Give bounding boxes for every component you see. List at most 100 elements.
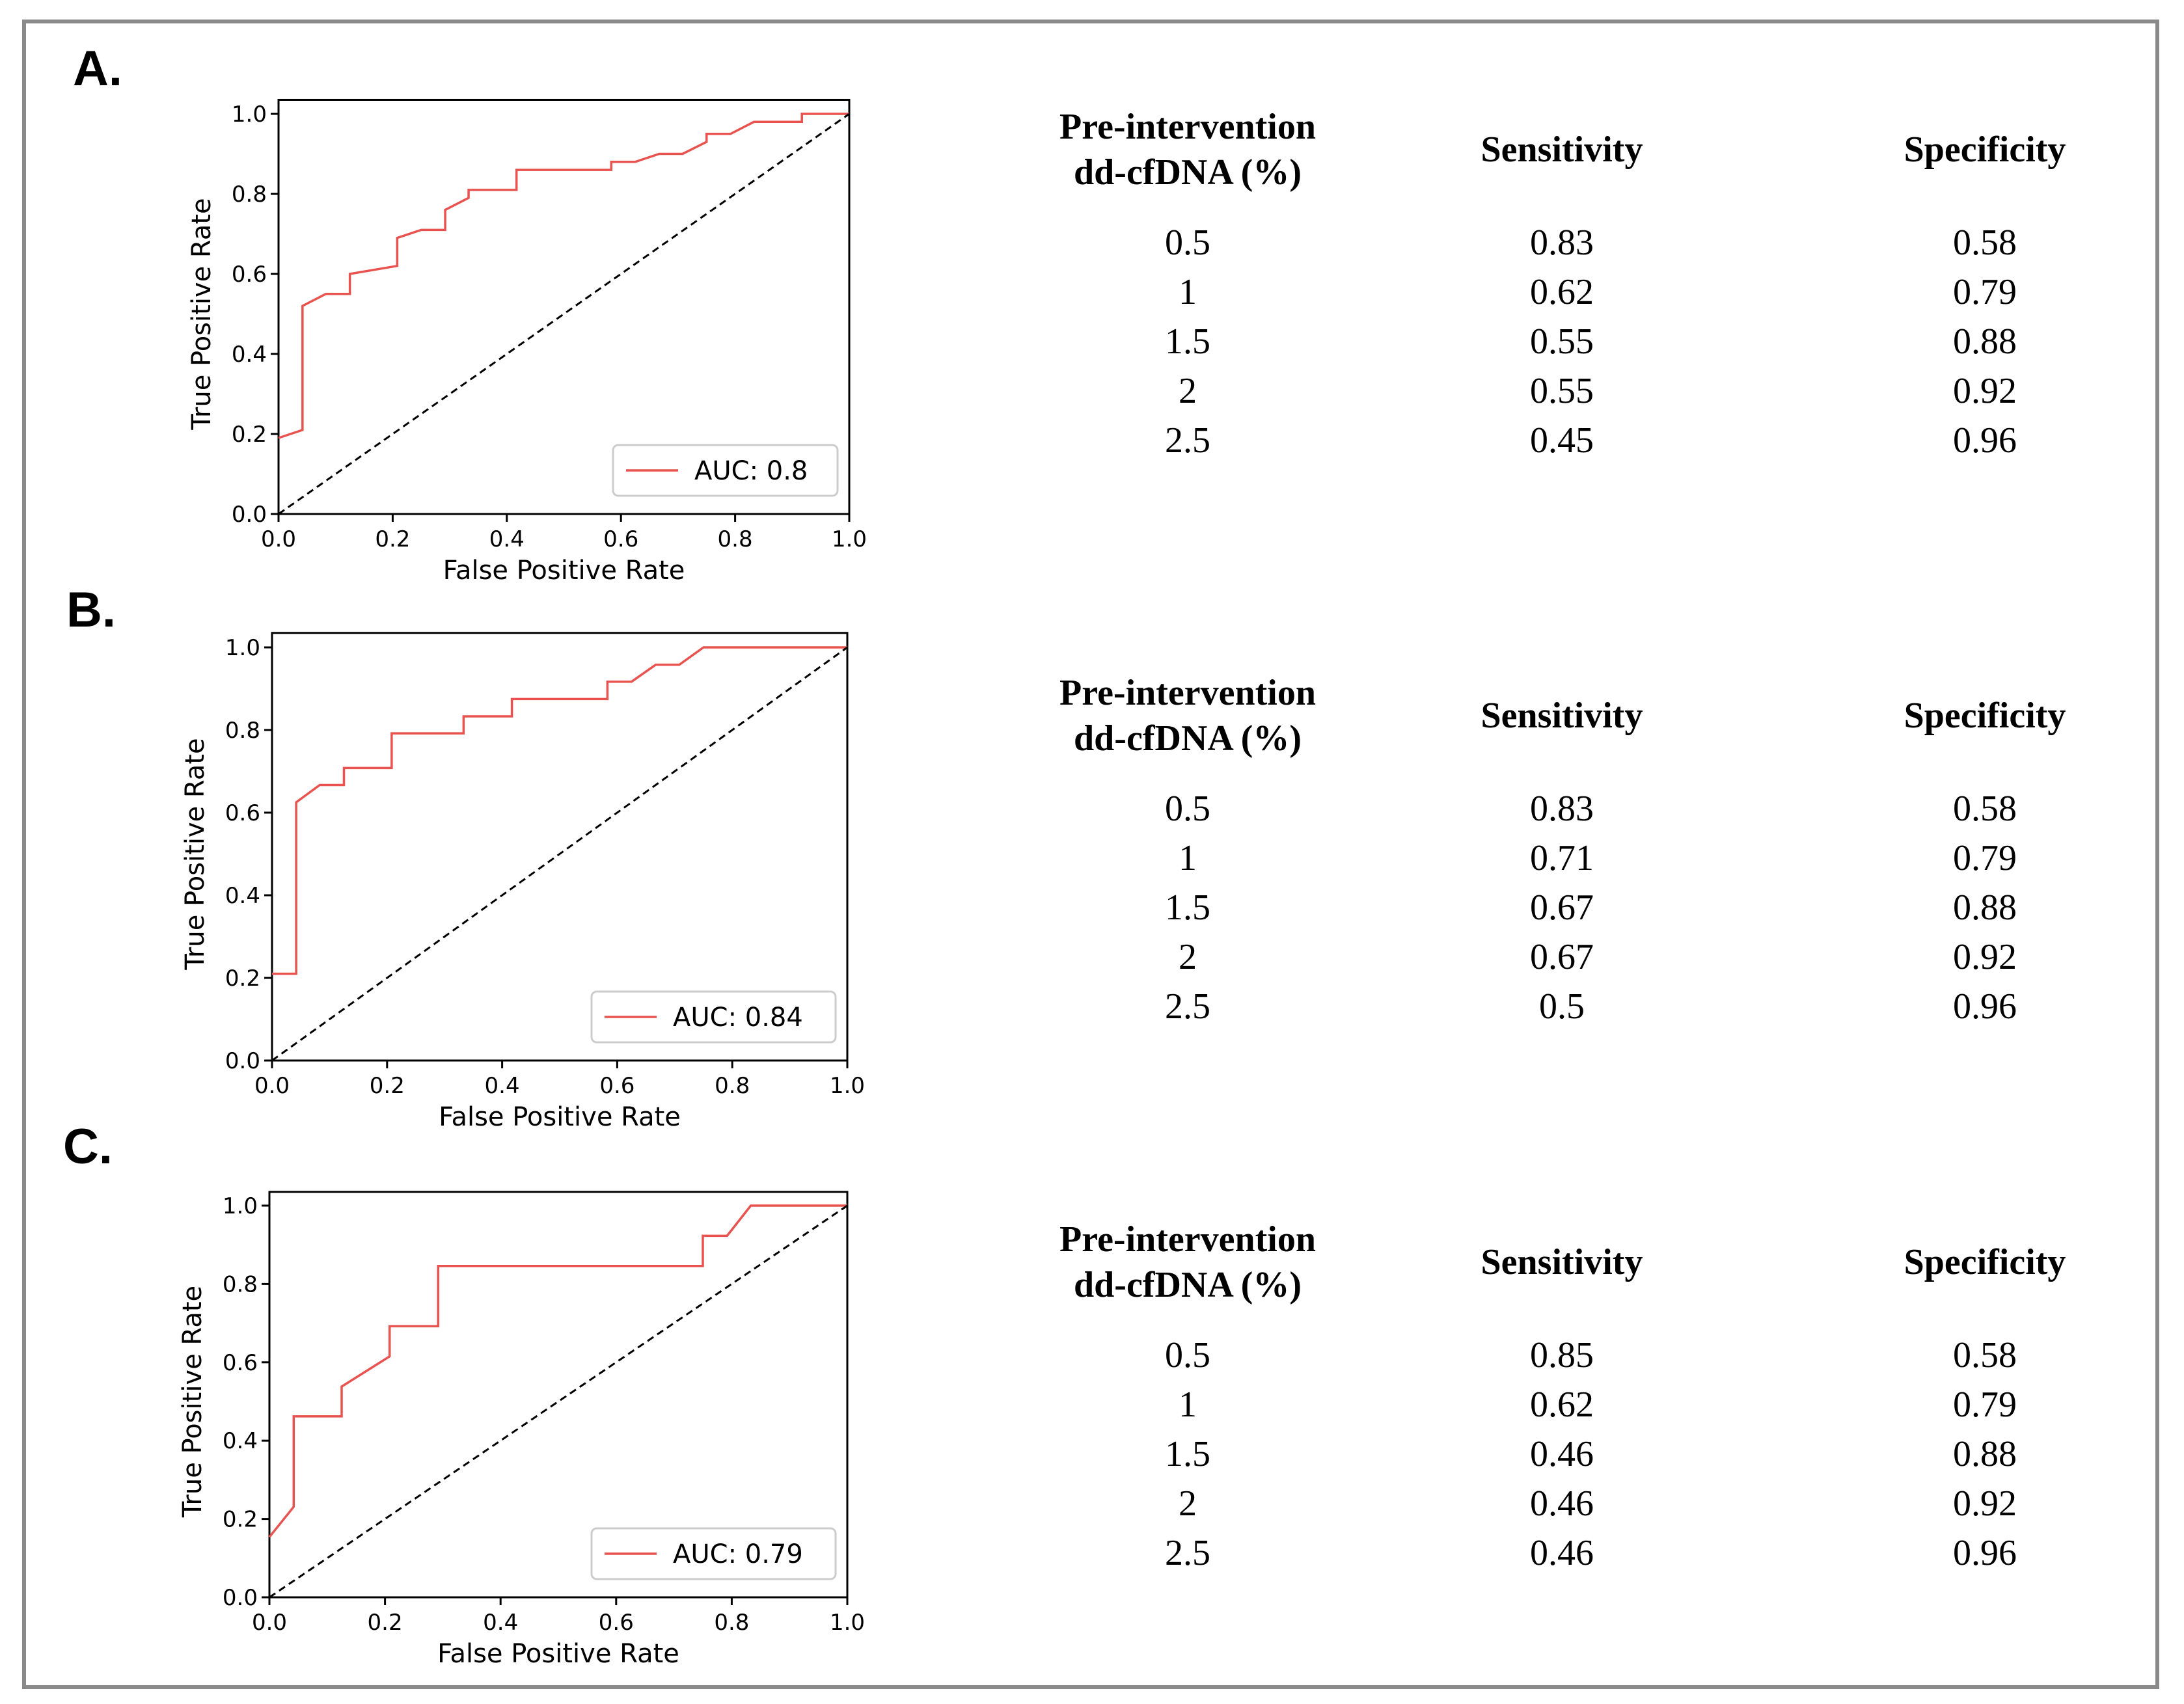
cell: 0.96: [1953, 986, 2017, 1027]
x-axis-label: False Positive Rate: [439, 1102, 681, 1132]
x-tick-label: 1.0: [830, 1610, 865, 1636]
plot-frame: [271, 632, 849, 1062]
cell: 0.5: [1165, 223, 1210, 263]
cell: 1: [1179, 1385, 1197, 1425]
legend-label: AUC: 0.79: [673, 1539, 803, 1569]
cell: 2.5: [1165, 420, 1210, 461]
legend-label: AUC: 0.84: [673, 1003, 803, 1033]
header-sensitivity: Sensitivity: [1481, 1242, 1643, 1282]
header-threshold: Pre-intervention dd-cfDNA (%): [1059, 1219, 1316, 1305]
x-tick-label: 0.2: [375, 526, 410, 552]
cell: 1.5: [1165, 887, 1210, 928]
cell: 0.96: [1953, 420, 2017, 461]
x-tick-label: 0.6: [599, 1610, 634, 1636]
y-tick-label: 0.2: [232, 422, 267, 448]
y-tick-label: 0.0: [232, 502, 267, 528]
x-axis-label: False Positive Rate: [443, 556, 685, 586]
y-tick-label: 0.4: [232, 342, 267, 368]
cell: 0.92: [1953, 371, 2017, 411]
y-tick-label: 0.6: [223, 1350, 258, 1376]
cell: 0.46: [1530, 1483, 1594, 1524]
x-tick-label: 0.0: [254, 1073, 290, 1099]
cell: 2.5: [1165, 986, 1210, 1027]
roc-curve: [278, 113, 849, 439]
y-tick-label: 0.2: [223, 1507, 258, 1533]
x-tick-label: 1.0: [830, 1073, 865, 1099]
y-tick-label: 0.8: [232, 182, 267, 208]
x-tick-label: 0.2: [368, 1610, 403, 1636]
cell: 0.46: [1530, 1434, 1594, 1474]
cell: 0.88: [1953, 321, 2017, 362]
roc-curve: [272, 646, 847, 975]
panel-label-b: B.: [66, 582, 116, 638]
x-tick-label: 0.8: [718, 526, 753, 552]
cell: 2: [1179, 937, 1197, 977]
cell: 0.5: [1539, 986, 1585, 1027]
y-tick-label: 0.0: [223, 1585, 258, 1611]
legend-box: [612, 444, 839, 497]
table-a: Pre-intervention dd-cfDNA (%) Sensitivity…: [1015, 104, 2135, 468]
cell: 0.55: [1530, 321, 1594, 362]
plot-frame: [277, 98, 851, 515]
cell: 0.92: [1953, 1483, 2017, 1524]
legend-label: AUC: 0.8: [694, 456, 808, 486]
cell: 0.58: [1953, 789, 2017, 829]
y-tick-label: 0.8: [223, 1271, 258, 1297]
cell: 0.71: [1530, 838, 1594, 878]
cell: 0.85: [1530, 1335, 1594, 1375]
x-tick-label: 0.8: [715, 1073, 750, 1099]
header-threshold: Pre-intervention dd-cfDNA (%): [1059, 107, 1316, 193]
cell: 0.46: [1530, 1533, 1594, 1573]
header-specificity: Specificity: [1904, 1242, 2066, 1282]
cell: 1.5: [1165, 1434, 1210, 1474]
plot-frame: [268, 1191, 849, 1599]
cell: 0.58: [1953, 223, 2017, 263]
y-axis-label: True Positive Rate: [180, 738, 210, 970]
y-tick-label: 1.0: [223, 1193, 258, 1219]
cell: 2: [1179, 371, 1197, 411]
x-tick-label: 0.4: [489, 526, 525, 552]
y-tick-label: 0.2: [225, 966, 260, 992]
cell: 0.83: [1530, 223, 1594, 263]
figure-border: [22, 20, 2159, 1689]
cell: 0.79: [1953, 272, 2017, 312]
cell: 2.5: [1165, 1533, 1210, 1573]
header-specificity: Specificity: [1904, 696, 2066, 736]
y-tick-label: 0.6: [225, 800, 260, 826]
cell: 1: [1179, 838, 1197, 878]
panel-label-a: A.: [73, 41, 122, 96]
y-tick-label: 0.8: [225, 718, 260, 744]
cell: 0.67: [1530, 887, 1594, 928]
x-tick-label: 0.6: [603, 526, 638, 552]
x-tick-label: 0.4: [485, 1073, 520, 1099]
y-tick-label: 1.0: [225, 635, 260, 661]
x-tick-label: 0.0: [252, 1610, 287, 1636]
y-tick-label: 0.4: [223, 1428, 258, 1454]
x-tick-label: 1.0: [832, 526, 867, 552]
x-tick-label: 0.0: [261, 526, 296, 552]
legend-box: [590, 990, 837, 1044]
table-c: Pre-intervention dd-cfDNA (%) Sensitivity…: [1015, 1217, 2135, 1581]
y-axis-label: True Positive Rate: [187, 198, 217, 430]
y-axis-label: True Positive Rate: [178, 1286, 208, 1518]
cell: 0.67: [1530, 937, 1594, 977]
header-specificity: Specificity: [1904, 129, 2066, 170]
cell: 0.45: [1530, 420, 1594, 461]
table-b: Pre-intervention dd-cfDNA (%) Sensitivity…: [1015, 670, 2135, 1035]
cell: 0.88: [1953, 1434, 2017, 1474]
cell: 0.79: [1953, 1385, 2017, 1425]
cell: 1: [1179, 272, 1197, 312]
y-tick-label: 0.4: [225, 883, 260, 909]
x-tick-label: 0.6: [599, 1073, 635, 1099]
cell: 2: [1179, 1483, 1197, 1524]
chance-line: [278, 113, 850, 515]
x-tick-label: 0.8: [714, 1610, 749, 1636]
header-sensitivity: Sensitivity: [1481, 129, 1643, 170]
panel-label-c: C.: [63, 1119, 113, 1174]
x-tick-label: 0.2: [370, 1073, 405, 1099]
y-tick-label: 0.6: [232, 262, 267, 288]
